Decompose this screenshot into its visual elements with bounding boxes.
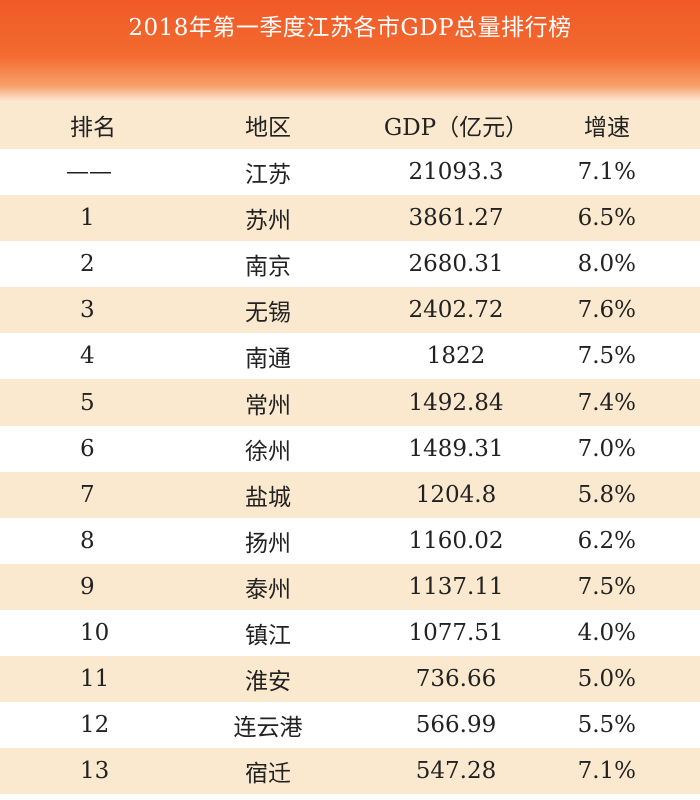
table-row: 1 苏州 3861.27 6.5%	[0, 195, 700, 242]
growth-cell: 7.6%	[577, 297, 636, 324]
header-gdp: GDP（亿元）	[383, 115, 529, 141]
region-cell: 连云港	[233, 715, 303, 742]
growth-cell: 7.4%	[577, 389, 636, 416]
rank-cell: 3	[80, 297, 95, 324]
table-row: 2 南京 2680.31 8.0%	[0, 241, 700, 288]
table-row: 10 镇江 1077.51 4.0%	[0, 609, 700, 657]
growth-cell: 8.0%	[577, 251, 636, 278]
table-header-row: 排名 地区 GDP（亿元） 增速	[0, 101, 700, 149]
region-cell: 南京	[245, 254, 291, 281]
table-row: 12 连云港 566.99 5.5%	[0, 702, 700, 749]
table-row: 9 泰州 1137.11 7.5%	[0, 563, 700, 610]
region-cell: 江苏	[245, 162, 291, 189]
rank-cell: 10	[80, 619, 110, 646]
rank-cell: 5	[80, 389, 95, 416]
gdp-cell: 2680.31	[408, 251, 504, 278]
region-cell: 宿迁	[245, 761, 291, 788]
rank-cell: 1	[80, 205, 95, 232]
title-bar: 2018年第一季度江苏各市GDP总量排行榜	[0, 0, 700, 101]
region-cell: 南通	[245, 346, 291, 373]
region-cell: 常州	[245, 392, 291, 419]
gdp-cell: 736.66	[415, 666, 497, 693]
growth-cell: 7.5%	[577, 343, 636, 370]
table-row: 11 淮安 736.66 5.0%	[0, 656, 700, 703]
gdp-cell: 21093.3	[408, 159, 504, 186]
table-row: 8 扬州 1160.02 6.2%	[0, 517, 700, 564]
rank-cell: ——	[66, 159, 112, 186]
growth-cell: 7.0%	[577, 435, 636, 462]
gdp-cell: 1204.8	[415, 481, 497, 508]
region-cell: 镇江	[245, 622, 291, 649]
rank-cell: 2	[80, 251, 95, 278]
region-cell: 徐州	[245, 438, 291, 465]
rank-cell: 8	[80, 527, 95, 554]
header-region: 地区	[245, 115, 291, 141]
gdp-table: 排名 地区 GDP（亿元） 增速 —— 江苏 21093.3 7.1% 1 苏州 3861.…	[0, 101, 700, 795]
table-row: 13 宿迁 547.28 7.1%	[0, 748, 700, 795]
gdp-cell: 1137.11	[408, 573, 504, 600]
rank-cell: 4	[80, 343, 95, 370]
growth-cell: 6.5%	[577, 205, 636, 232]
gdp-cell: 1160.02	[408, 527, 504, 554]
table-row: 3 无锡 2402.72 7.6%	[0, 287, 700, 334]
rank-cell: 7	[80, 481, 95, 508]
growth-cell: 4.0%	[577, 619, 636, 646]
header-growth: 增速	[584, 115, 630, 141]
chart-title: 2018年第一季度江苏各市GDP总量排行榜	[128, 15, 572, 41]
gdp-cell: 547.28	[415, 758, 497, 785]
rank-cell: 9	[80, 573, 95, 600]
growth-cell: 7.1%	[577, 758, 636, 785]
region-cell: 泰州	[245, 576, 291, 603]
table-body: —— 江苏 21093.3 7.1% 1 苏州 3861.27 6.5% 2 南京 2680.31 8…	[0, 149, 700, 795]
gdp-cell: 566.99	[415, 712, 497, 739]
growth-cell: 5.5%	[577, 712, 636, 739]
rank-cell: 11	[80, 666, 110, 693]
region-cell: 苏州	[245, 208, 291, 235]
rank-cell: 13	[80, 758, 110, 785]
table-row: —— 江苏 21093.3 7.1%	[0, 149, 700, 196]
growth-cell: 7.1%	[577, 159, 636, 186]
growth-cell: 6.2%	[577, 527, 636, 554]
table-row: 6 徐州 1489.31 7.0%	[0, 425, 700, 472]
table-row: 5 常州 1492.84 7.4%	[0, 379, 700, 426]
rank-cell: 6	[80, 435, 95, 462]
gdp-cell: 1822	[426, 343, 486, 370]
table-row: 4 南通 1822 7.5%	[0, 333, 700, 380]
gdp-cell: 1492.84	[408, 389, 504, 416]
gdp-cell: 2402.72	[408, 297, 504, 324]
header-rank: 排名	[70, 115, 116, 141]
gdp-cell: 3861.27	[408, 205, 504, 232]
growth-cell: 7.5%	[577, 573, 636, 600]
region-cell: 盐城	[245, 484, 291, 511]
gdp-cell: 1077.51	[408, 619, 504, 646]
table-row: 7 盐城 1204.8 5.8%	[0, 471, 700, 518]
growth-cell: 5.8%	[577, 481, 636, 508]
region-cell: 扬州	[245, 530, 291, 557]
gdp-cell: 1489.31	[408, 435, 504, 462]
growth-cell: 5.0%	[577, 666, 636, 693]
region-cell: 无锡	[245, 300, 291, 327]
rank-cell: 12	[80, 712, 110, 739]
region-cell: 淮安	[245, 669, 291, 696]
